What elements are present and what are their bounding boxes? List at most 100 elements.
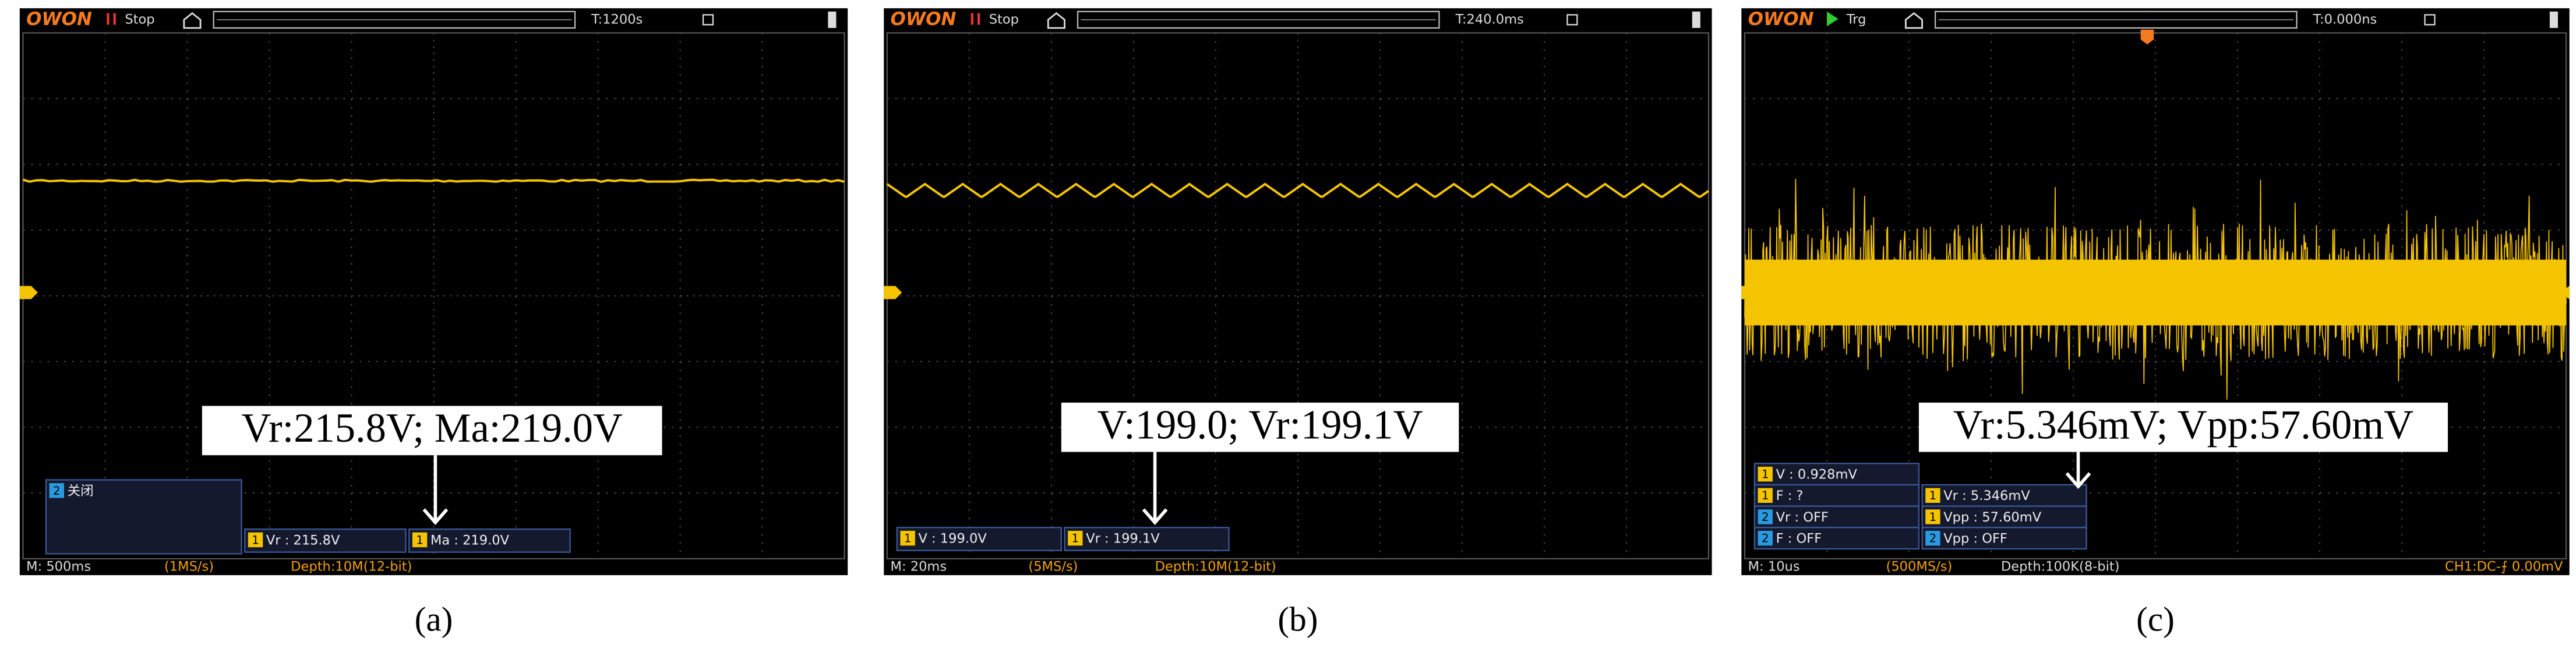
readout-text: V : 0.928mV: [1776, 467, 1858, 482]
memory-depth: Depth:100K(8-bit): [2001, 559, 2120, 575]
arrow-head: [422, 508, 449, 526]
waveform: [22, 178, 845, 184]
channel-marker: [19, 286, 38, 299]
channel-number: 1: [1762, 468, 1769, 481]
status: Trg: [1846, 12, 1866, 27]
run-icon: [1827, 11, 1839, 27]
sample-rate: (1MS/s): [164, 559, 214, 575]
timebase: M: 20ms: [891, 559, 947, 575]
readout-box: [896, 527, 1062, 551]
channel-badge: [1758, 509, 1773, 524]
channel-badge: [1068, 530, 1083, 546]
waveform: [1744, 179, 2567, 400]
memory-bar: [213, 10, 576, 29]
readout-text: 关闭: [68, 484, 94, 499]
caption: (a): [415, 600, 453, 638]
readout-text: Vr : 5.346mV: [1943, 488, 2030, 503]
readout-box: [408, 528, 571, 553]
readout-box: [1921, 484, 2087, 507]
readout-text: Vr : 199.1V: [1086, 531, 1160, 547]
channel-number: 1: [1762, 489, 1769, 502]
pause-icon: [977, 13, 980, 25]
brand-logo: OWON: [26, 9, 92, 30]
readout-text: Vr : 215.8V: [266, 533, 340, 548]
status: Stop: [989, 12, 1019, 27]
trigger-level-marker: [2559, 286, 2570, 299]
home-icon: [1047, 12, 1065, 29]
channel-number: 2: [1762, 510, 1769, 524]
channel-badge: [1758, 466, 1773, 482]
brand-logo: OWON: [1748, 9, 1814, 30]
channel-badge: [49, 483, 64, 498]
readout-box: [1753, 463, 1920, 486]
annotation: V:199.0; Vr:199.1V: [1097, 402, 1423, 447]
annotation-box: [1918, 402, 2448, 452]
channel-badge: [1758, 488, 1773, 503]
lock-icon: [2424, 14, 2436, 26]
annotation-box: [202, 406, 662, 456]
annotation: Vr:5.346mV; Vpp:57.60mV: [1953, 402, 2413, 447]
scope-panel: OWON Trg T:0.000ns 1 V : 0.928mV 1 F : ? 1 Vr : …: [1741, 8, 2570, 638]
battery-icon: [2549, 11, 2558, 29]
readout-box: [244, 528, 407, 553]
lock-icon: [1566, 14, 1578, 26]
annotation-box: [1061, 402, 1459, 452]
brand-logo: OWON: [891, 9, 957, 30]
pause-icon: [113, 13, 116, 25]
channel-badge: [412, 532, 428, 548]
memory-depth: Depth:10M(12-bit): [1155, 559, 1276, 575]
readout-box: [1753, 484, 1920, 507]
lock-icon: [702, 14, 714, 26]
readout-text: Vpp : OFF: [1943, 531, 2007, 547]
sample-rate: (5MS/s): [1028, 559, 1078, 575]
channel-badge: [1925, 488, 1940, 503]
channel-number: 2: [53, 484, 61, 498]
readout-text: V : 199.0V: [918, 531, 987, 547]
readout-text: F : ?: [1776, 488, 1804, 503]
readout-text: Vpp : 57.60mV: [1943, 510, 2041, 525]
memory-bar: [1077, 10, 1440, 29]
channel-badge: [900, 530, 915, 546]
channel-badge: [248, 532, 263, 548]
timebase: M: 10us: [1748, 559, 1800, 575]
channel-number: 2: [1929, 532, 1937, 545]
readout-box: [1753, 527, 1920, 550]
caption: (b): [1278, 600, 1318, 638]
trigger-marker: [2140, 29, 2154, 45]
channel-number: 1: [1929, 510, 1937, 524]
channel-number: 2: [1762, 532, 1769, 545]
waveform: [886, 182, 1710, 198]
channel-badge: [1758, 530, 1773, 546]
readout-box: [45, 479, 242, 555]
readout-box: [1064, 527, 1230, 551]
channel-number: 1: [252, 533, 259, 547]
channel-badge: [1925, 530, 1940, 546]
channel-number: 1: [904, 532, 912, 545]
home-icon: [183, 12, 202, 29]
scope-panel: OWON Stop T:240.0ms 1 V : 199.0V 1 Vr : 199.1V…: [884, 8, 1712, 638]
readout-text: F : OFF: [1776, 531, 1822, 547]
channel-marker: [884, 286, 902, 299]
trigger-time: T:0.000ns: [2313, 12, 2377, 27]
arrow-head: [2065, 472, 2091, 489]
arrow-head: [1142, 508, 1168, 526]
status: Stop: [125, 12, 154, 27]
battery-icon: [1692, 11, 1700, 29]
memory-bar: [1935, 10, 2298, 29]
battery-icon: [828, 11, 837, 29]
readout-box: [1921, 527, 2087, 550]
channel-number: 1: [1929, 489, 1937, 502]
channel-number: 1: [416, 533, 424, 547]
readout-text: Ma : 219.0V: [430, 533, 510, 548]
home-icon: [1904, 12, 1923, 29]
timebase: M: 500ms: [26, 559, 91, 575]
pause-icon: [107, 13, 110, 25]
pause-icon: [971, 13, 973, 25]
scope-panel: OWON Stop T:1200s 2 关闭 1 Vr : 215.8V 1 Ma : 219.…: [19, 8, 848, 638]
trigger-time: T:240.0ms: [1455, 12, 1524, 27]
caption: (c): [2136, 600, 2175, 638]
readout-text: Vr : OFF: [1776, 510, 1829, 525]
coupling: CH1:DC-⨍ 0.00mV: [2445, 559, 2563, 575]
channel-badge: [1925, 509, 1940, 524]
